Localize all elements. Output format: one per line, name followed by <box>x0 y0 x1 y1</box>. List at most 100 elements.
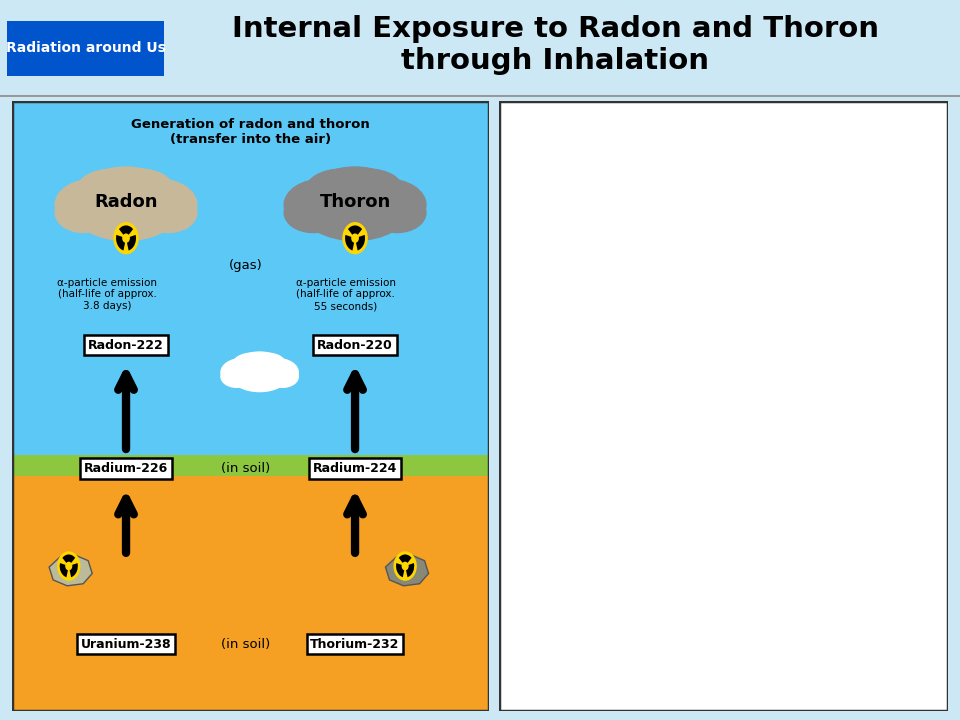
Ellipse shape <box>105 169 173 209</box>
Polygon shape <box>585 229 612 271</box>
Ellipse shape <box>255 359 299 386</box>
Ellipse shape <box>232 353 273 377</box>
Wedge shape <box>396 563 405 577</box>
Wedge shape <box>398 554 412 566</box>
Ellipse shape <box>737 388 831 443</box>
Wedge shape <box>345 235 355 251</box>
Text: (gas): (gas) <box>228 259 262 272</box>
Text: Thorium-232: Thorium-232 <box>310 638 399 651</box>
Circle shape <box>395 552 416 580</box>
Text: Radium-226: Radium-226 <box>84 462 168 475</box>
Text: Stomach: Stomach <box>875 369 929 382</box>
Polygon shape <box>609 406 633 443</box>
Polygon shape <box>702 436 746 632</box>
Polygon shape <box>668 253 735 400</box>
Text: Internal
exposure to
α-particles, etc.: Internal exposure to α-particles, etc. <box>580 295 667 328</box>
Polygon shape <box>758 197 780 230</box>
Polygon shape <box>543 284 567 320</box>
FancyBboxPatch shape <box>729 229 841 443</box>
Ellipse shape <box>55 193 113 233</box>
Polygon shape <box>777 202 797 232</box>
Text: Radon-222: Radon-222 <box>88 338 164 351</box>
Text: (in soil): (in soil) <box>221 462 270 475</box>
Polygon shape <box>738 194 759 228</box>
Polygon shape <box>577 431 601 467</box>
Circle shape <box>402 562 408 570</box>
Ellipse shape <box>316 167 395 207</box>
Ellipse shape <box>334 169 402 209</box>
FancyBboxPatch shape <box>12 101 489 711</box>
FancyBboxPatch shape <box>12 477 489 711</box>
Wedge shape <box>355 235 365 251</box>
Ellipse shape <box>231 359 288 392</box>
Text: Radon and thoron
(radioactive materials)
(gases): Radon and thoron (radioactive materials)… <box>508 377 651 410</box>
Text: (in soil): (in soil) <box>634 671 680 684</box>
Text: Generation of radon and thoron
(transfer into the air): Generation of radon and thoron (transfer… <box>131 118 370 146</box>
Ellipse shape <box>724 415 845 477</box>
Wedge shape <box>116 235 126 251</box>
Ellipse shape <box>839 625 868 642</box>
Wedge shape <box>60 563 69 577</box>
Circle shape <box>58 552 80 580</box>
Wedge shape <box>126 235 136 251</box>
Ellipse shape <box>55 179 133 230</box>
Ellipse shape <box>369 193 426 233</box>
Text: Internal exposure to radon, thoron, and progeny nuclides: Internal exposure to radon, thoron, and … <box>533 118 915 131</box>
Text: α-particle emission
(half-life of approx.
3.8 days): α-particle emission (half-life of approx… <box>57 278 156 311</box>
Ellipse shape <box>249 353 285 374</box>
Ellipse shape <box>761 154 808 225</box>
Text: Radon: Radon <box>94 192 157 210</box>
Ellipse shape <box>660 397 684 420</box>
Ellipse shape <box>739 267 776 356</box>
FancyBboxPatch shape <box>7 21 164 76</box>
Text: Sputum: Sputum <box>885 217 934 230</box>
Ellipse shape <box>267 366 299 387</box>
Polygon shape <box>759 266 782 302</box>
Wedge shape <box>69 563 78 577</box>
Ellipse shape <box>616 418 625 431</box>
Ellipse shape <box>238 352 281 374</box>
Ellipse shape <box>783 212 790 222</box>
Circle shape <box>123 234 130 242</box>
Ellipse shape <box>885 397 908 420</box>
Circle shape <box>66 562 72 570</box>
Ellipse shape <box>139 193 197 233</box>
FancyBboxPatch shape <box>767 199 802 235</box>
Polygon shape <box>386 554 428 586</box>
Text: Radon-220: Radon-220 <box>317 338 393 351</box>
Polygon shape <box>739 251 762 287</box>
FancyBboxPatch shape <box>499 101 948 711</box>
FancyBboxPatch shape <box>499 632 948 711</box>
Text: (in soil): (in soil) <box>221 638 270 651</box>
Ellipse shape <box>76 169 150 212</box>
Text: Uranium-238: Uranium-238 <box>81 638 171 651</box>
Text: Radium-224: Radium-224 <box>313 462 397 475</box>
Ellipse shape <box>74 181 179 240</box>
Polygon shape <box>834 253 901 400</box>
Ellipse shape <box>302 181 408 240</box>
Ellipse shape <box>284 193 342 233</box>
Circle shape <box>114 222 138 253</box>
Polygon shape <box>778 315 801 351</box>
Wedge shape <box>405 563 414 577</box>
Ellipse shape <box>585 443 593 455</box>
Ellipse shape <box>118 179 197 230</box>
Ellipse shape <box>284 179 363 230</box>
Text: Internal Exposure to Radon and Thoron
through Inhalation: Internal Exposure to Radon and Thoron th… <box>231 15 878 76</box>
Ellipse shape <box>643 449 652 461</box>
Wedge shape <box>348 225 362 238</box>
Ellipse shape <box>221 366 252 387</box>
Text: Lungs: Lungs <box>664 277 706 290</box>
Text: Radiation around Us: Radiation around Us <box>6 41 166 55</box>
Polygon shape <box>702 235 868 436</box>
Text: Inhalation: Inhalation <box>657 183 728 196</box>
Ellipse shape <box>571 394 580 406</box>
Circle shape <box>343 222 367 253</box>
Circle shape <box>352 234 358 242</box>
Polygon shape <box>49 554 92 586</box>
Ellipse shape <box>794 267 829 356</box>
Ellipse shape <box>305 169 378 212</box>
Text: α-particle emission
(half-life of approx.
55 seconds): α-particle emission (half-life of approx… <box>296 278 396 311</box>
Polygon shape <box>823 436 868 632</box>
Wedge shape <box>119 225 133 238</box>
